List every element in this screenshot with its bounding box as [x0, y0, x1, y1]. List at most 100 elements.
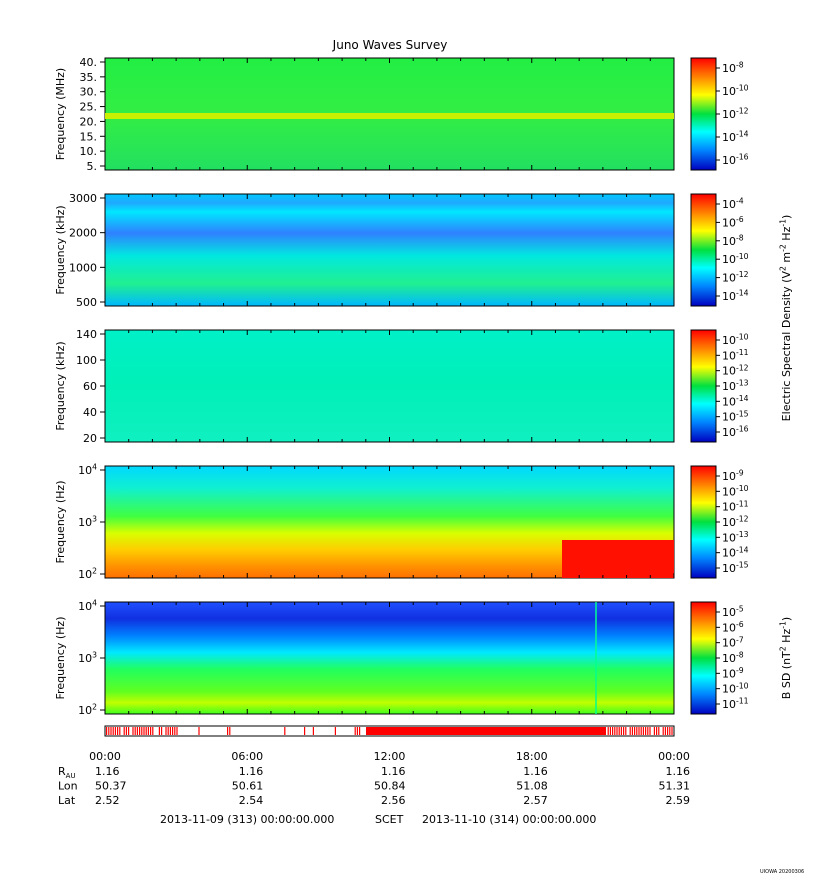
y-tick-label: 140	[76, 328, 97, 341]
colorbar-tick-label: 10-11​	[722, 348, 749, 362]
chart-title: Juno Waves Survey	[332, 38, 448, 52]
coverage-mark	[227, 727, 229, 735]
y-tick-label: 60	[83, 380, 97, 393]
colorbar-tick-label: 10-10​	[722, 681, 749, 695]
coverage-mark	[671, 727, 673, 735]
spectrogram-electric-mid	[104, 193, 675, 307]
panel-electric-high: 40. 35. 30. 25.20. 15. 10. 5. Frequency (MHz) 10…	[54, 56, 749, 173]
coverage-mark	[161, 727, 163, 735]
x-axis-area: 00:00 06:00 12:00 18:00 00:00 RAU 1.16 1.16 1.16…	[58, 725, 691, 826]
colorbar-tick-label: 10-12​	[722, 270, 749, 284]
ephemeris-value: 1.16	[381, 765, 406, 778]
y-tick-label: 104​	[78, 463, 97, 477]
coverage-mark	[631, 727, 633, 735]
colorbar-tick-label: 10-12​	[722, 107, 749, 121]
colorbar-tick-label: 10-10​	[722, 84, 749, 98]
coverage-mark	[110, 727, 112, 735]
colorbar-tick-label: 10-14​	[722, 545, 749, 559]
panel-magnetic-hz: 104​ 103​ 102​ Frequency (Hz) 10-5​10-6​10-7…	[54, 599, 749, 717]
y-tick-label: 40.	[80, 56, 98, 69]
colorbar-tick-label: 10-12​	[722, 363, 749, 377]
coverage-mark	[647, 727, 649, 735]
colorbar-tick-label: 10-8​	[722, 651, 744, 665]
colorbar-tick-label: 10-10​	[722, 252, 749, 266]
spectrogram-magnetic-hz	[104, 601, 675, 715]
coverage-mark	[172, 727, 174, 735]
credit-text: UIOWA 20200306	[760, 869, 804, 875]
colorbar-electric-high	[690, 57, 717, 171]
colorbar-tick-label: 10-4​	[722, 197, 744, 211]
footer-end-time: 2013-11-10 (314) 00:00:00.000	[422, 813, 596, 826]
coverage-mark	[636, 727, 638, 735]
emission-band	[105, 113, 674, 119]
y-tick-label: 104​	[78, 599, 97, 613]
coverage-mark	[143, 727, 145, 735]
y-tick-label: 10.	[80, 145, 98, 158]
coverage-mark	[354, 727, 356, 735]
coverage-mark	[158, 727, 160, 735]
time-label: 00:00	[89, 750, 121, 763]
intense-region	[562, 540, 674, 578]
coverage-mark	[106, 727, 108, 735]
colorbar-tick-label: 10-14​	[722, 130, 749, 144]
panels: 40. 35. 30. 25.20. 15. 10. 5. Frequency (MHz) 10…	[54, 56, 793, 717]
colorbar-tick-label: 10-5​	[722, 605, 744, 619]
panel-electric-hz: 104​103​102​Frequency (Hz)10-9​10-10​10-…	[54, 463, 749, 581]
colorbar-electric-hz	[690, 465, 717, 579]
coverage-mark	[649, 727, 651, 735]
time-label: 12:00	[374, 750, 406, 763]
coverage-mark	[174, 727, 176, 735]
ephemeris-value: 1.16	[523, 765, 548, 778]
coverage-mark	[132, 727, 134, 735]
y-tick-label: 500	[76, 296, 97, 309]
ephemeris-value: 50.84	[374, 780, 406, 793]
colorbar-tick-label: 10-16​	[722, 153, 749, 167]
ephemeris-value: 1.16	[239, 765, 264, 778]
y-tick-label: 103​	[78, 651, 97, 665]
coverage-mark	[108, 727, 110, 735]
colorbar-tick-label: 10-8​	[722, 233, 744, 247]
y-tick-label: 30.	[80, 86, 98, 99]
y-tick-label: 102​	[78, 703, 97, 717]
ephemeris-value: 1.16	[95, 765, 120, 778]
colorbar-tick-label: 10-10​	[722, 333, 749, 347]
coverage-mark	[284, 727, 286, 735]
y-tick-label: 25.	[80, 101, 98, 114]
y-tick-label: 102​	[78, 567, 97, 581]
colorbar-tick-label: 10-15​	[722, 409, 749, 423]
ephemeris-value: 51.31	[659, 780, 691, 793]
coverage-mark	[150, 727, 152, 735]
ephemeris-value: 2.54	[239, 794, 264, 807]
coverage-mark	[165, 727, 167, 735]
colorbar-electric-mid	[690, 193, 717, 307]
magnetic-colorbar-title: B SD (nT2​ Hz-1​)	[779, 617, 793, 699]
coverage-mark	[125, 727, 127, 735]
coverage-mark	[136, 727, 138, 735]
y-tick-label: 35.	[80, 71, 98, 84]
coverage-mark	[304, 727, 306, 735]
y-axis-label: Frequency (Hz)	[54, 617, 67, 700]
coverage-mark	[612, 727, 614, 735]
colorbar-tick-label: 10-14​	[722, 289, 749, 303]
ephemeris-value: 2.56	[381, 794, 406, 807]
colorbar-tick-label: 10-8​	[722, 61, 744, 75]
coverage-strip	[104, 725, 675, 737]
panel-electric-mid: 3000 2000 1000 500 Frequency (kHz) 10-4​ 10-6​…	[54, 192, 749, 309]
coverage-mark	[669, 727, 671, 735]
y-tick-label: 15.	[80, 130, 98, 143]
colorbar-tick-label: 10-15​	[722, 561, 749, 575]
time-label: 06:00	[231, 750, 263, 763]
coverage-mark	[167, 727, 169, 735]
colorbar-tick-label: 10-7​	[722, 635, 744, 649]
y-axis-label: Frequency (MHz)	[54, 68, 67, 160]
ephemeris-value: 1.16	[666, 765, 691, 778]
spectrogram-electric-low	[104, 329, 675, 443]
coverage-mark	[145, 727, 147, 735]
coverage-mark	[645, 727, 647, 735]
coverage-mark	[123, 727, 125, 735]
ephemeris-value: 50.37	[95, 780, 127, 793]
coverage-mark	[609, 727, 611, 735]
ephemeris-value: 2.57	[523, 794, 548, 807]
coverage-mark	[634, 727, 636, 735]
